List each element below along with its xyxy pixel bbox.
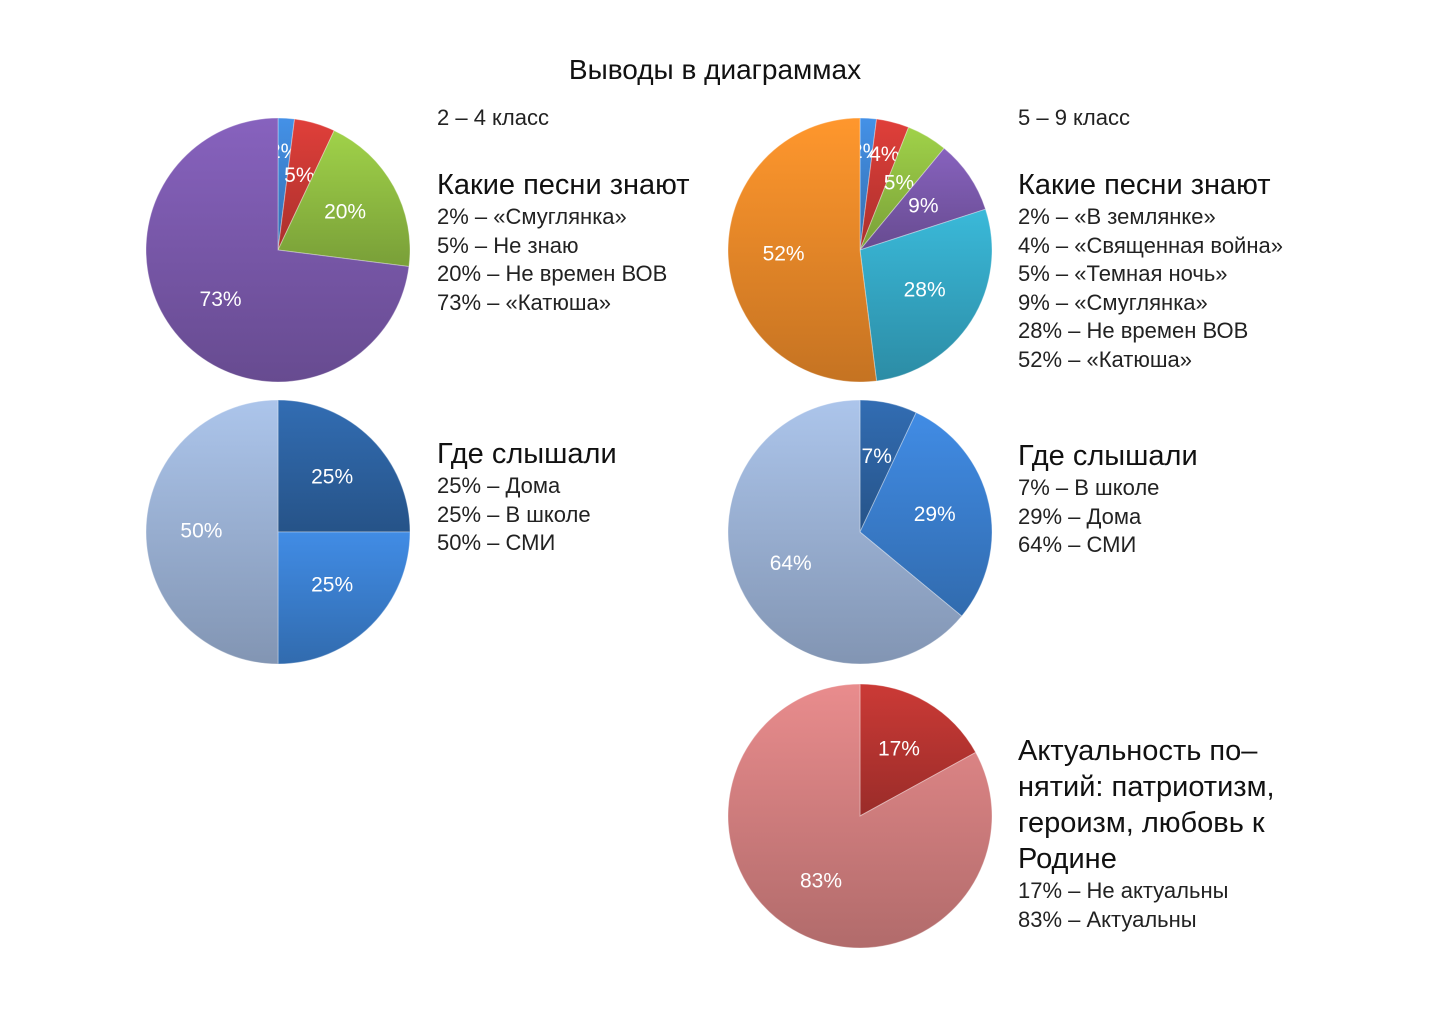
- slice-label: 5%: [884, 172, 914, 195]
- slice-label: 28%: [904, 279, 946, 302]
- pie-slice: [727, 683, 993, 949]
- slice-label: 83%: [800, 869, 842, 892]
- legend-item: 29% – Дома: [1018, 503, 1142, 529]
- slice-label: 20%: [324, 201, 366, 224]
- group-label-5-9: 5 – 9 класс: [1018, 105, 1130, 130]
- legend-item: 20% – Не времен ВОВ: [437, 261, 668, 287]
- legend-item: 25% – Дома: [437, 473, 561, 498]
- slice-label: 64%: [770, 552, 812, 575]
- chart-title-line: Родине: [1018, 843, 1117, 875]
- chart-title-heard-5-9: Где слышали: [1018, 440, 1198, 472]
- legend-item: 73% – «Катюша»: [437, 289, 611, 315]
- pie-slice: [727, 399, 963, 665]
- pie-chart-heard-5-9: 7% 29% 64%: [727, 399, 993, 665]
- pie-chart-songs-5-9: 2%4%5%9%28%52%: [727, 117, 993, 383]
- pie-slice: [277, 129, 411, 268]
- legend-item: 64% – СМИ: [1018, 532, 1137, 558]
- legend-item: 4% – «Священная война»: [1018, 232, 1283, 258]
- legend-item: 2% – «В землянке»: [1018, 204, 1216, 229]
- pie-slice: [277, 118, 335, 251]
- legend-item: 9% – «Смуглянка»: [1018, 289, 1208, 315]
- pie-slice: [277, 531, 411, 665]
- pie-chart-heard-2-4: 25% 25% 50%: [145, 399, 411, 665]
- legend-item: 50% – СМИ: [437, 530, 556, 556]
- page-title: Выводы в диаграммах: [568, 54, 862, 85]
- legend-heard-2-4: Где слышали 25% – Дома 25% – В школе 50%…: [437, 436, 617, 558]
- pie-slice: [859, 411, 993, 617]
- chart-title-line: нятий: патриотизм,: [1018, 771, 1275, 803]
- chart-title-songs-5-9: Какие песни знают: [1018, 169, 1271, 201]
- pie-slice: [145, 399, 279, 665]
- pie-slice: [859, 399, 917, 533]
- legend-songs-5-9: Какие песни знают 2% – «В землянке» 4% –…: [1018, 167, 1283, 375]
- pie-slice: [859, 117, 878, 251]
- legend-heard-5-9: Где слышали 7% – В школе 29% – Дома 64% …: [1018, 438, 1198, 560]
- slice-label: 52%: [763, 242, 805, 265]
- group-label-2-4: 2 – 4 класс: [437, 105, 549, 130]
- pie-slice: [859, 118, 910, 251]
- slice-label: 25%: [311, 465, 353, 488]
- pie-slice: [859, 683, 977, 817]
- pie-slice: [859, 208, 993, 382]
- pie-slice: [727, 117, 878, 383]
- chart-title-heard-2-4: Где слышали: [437, 438, 617, 470]
- legend-item: 7% – В школе: [1018, 475, 1160, 500]
- slice-label: 25%: [311, 574, 353, 597]
- legend-item: 5% – Не знаю: [437, 232, 579, 258]
- slice-label: 73%: [200, 288, 242, 311]
- legend-item: 28% – Не времен ВОВ: [1018, 318, 1249, 344]
- pie-slice: [145, 117, 410, 383]
- chart-title-line: героизм, любовь к: [1018, 807, 1265, 839]
- legend-songs-2-4: Какие песни знают 2% – «Смуглянка» 5% – …: [437, 167, 690, 317]
- slice-label: 4%: [869, 143, 899, 166]
- chart-title-songs-2-4: Какие песни знают: [437, 169, 690, 201]
- slice-label: 7%: [862, 445, 892, 468]
- slice-label: 50%: [180, 520, 222, 543]
- slice-label: 5%: [284, 164, 314, 187]
- legend-item: 83% – Актуальны: [1018, 906, 1197, 932]
- pie-chart-relevance-5-9: 17% 83%: [727, 683, 993, 949]
- legend-item: 5% – «Темная ночь»: [1018, 261, 1228, 287]
- slice-label: 9%: [908, 195, 938, 218]
- legend-relevance-5-9: Актуальность по– нятий: патриотизм, геро…: [1018, 733, 1275, 934]
- pie-slice: [277, 399, 411, 533]
- slice-label: 29%: [914, 503, 956, 526]
- legend-item: 2% – «Смуглянка»: [437, 204, 627, 229]
- pie-chart-songs-2-4: 2%5%20%73%: [145, 117, 411, 383]
- chart-title-line: Актуальность по–: [1018, 735, 1258, 767]
- pie-slice: [858, 147, 987, 252]
- legend-item: 52% – «Катюша»: [1018, 346, 1192, 372]
- legend-item: 17% – Не актуальны: [1018, 878, 1229, 903]
- slice-label: 17%: [878, 738, 920, 761]
- pie-slice: [277, 117, 296, 251]
- pie-slice: [859, 126, 945, 251]
- legend-item: 25% – В школе: [437, 501, 591, 527]
